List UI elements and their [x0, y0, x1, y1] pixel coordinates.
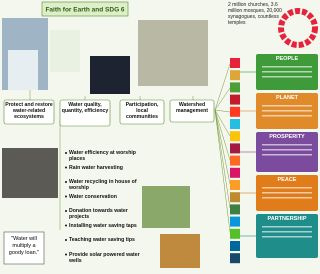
pillar-text-line — [262, 187, 312, 189]
text-wrap: Watershed management — [171, 102, 213, 122]
text: Installing water saving taps — [69, 223, 141, 229]
text-wrap: Provide solar powered water wells — [69, 252, 141, 266]
text-wrap: Donation towards water projects — [69, 208, 141, 222]
sdg-icon — [230, 107, 240, 117]
pillar-text-line — [262, 192, 312, 194]
text-wrap: PEOPLE — [256, 56, 318, 64]
pillar-text-line — [262, 115, 312, 117]
pillar-text-line — [262, 76, 312, 78]
mosque-image — [90, 56, 130, 94]
text: Provide solar powered water wells — [69, 252, 141, 264]
pillar-text-line — [262, 197, 312, 199]
bullet — [65, 210, 67, 212]
text: PEOPLE — [256, 56, 318, 62]
bullet — [65, 152, 67, 154]
bullet — [65, 196, 67, 198]
text-wrap: Water conservation — [69, 194, 141, 208]
text: PROSPERITY — [256, 134, 318, 140]
text: Water quality, quantity, efficiency — [61, 102, 109, 114]
text-wrap: Water efficiency at worship places — [69, 150, 141, 164]
pillar-text-line — [262, 231, 312, 233]
bullet — [65, 225, 67, 227]
text: Protect and restore water-related ecosys… — [5, 102, 53, 120]
sdg-icon — [230, 131, 240, 141]
text-wrap: Water recycling in house of worship — [69, 179, 141, 193]
text: Water conservation — [69, 194, 141, 200]
sdg-icon — [230, 119, 240, 129]
recycle-image — [50, 30, 80, 72]
pillar-text-line — [262, 66, 312, 68]
sdg-icon — [230, 70, 240, 80]
sdg-icon — [230, 82, 240, 92]
text: PARTNERSHIP — [256, 216, 318, 222]
quote: "Water will multiply a goody loan." — [5, 236, 43, 257]
house-image — [160, 234, 200, 268]
sdg-icon — [230, 204, 240, 214]
text-wrap: Teaching water saving tips — [69, 237, 141, 251]
text-wrap: PROSPERITY — [256, 134, 318, 142]
text-wrap: PARTNERSHIP — [256, 216, 318, 224]
text: Water recycling in house of worship — [69, 179, 141, 191]
leaders-image — [2, 148, 58, 198]
stats: 2 million churches, 3.6 million mosques,… — [228, 2, 284, 26]
text: Water efficiency at worship places — [69, 150, 141, 162]
text-wrap: PEACE — [256, 177, 318, 185]
sdg-icon — [230, 95, 240, 105]
text: Donation towards water projects — [69, 208, 141, 220]
stats-box: 2 million churches, 3.6 million mosques,… — [228, 2, 284, 36]
trees-image — [142, 186, 190, 228]
sdg-icon — [230, 192, 240, 202]
text: PLANET — [256, 95, 318, 101]
text: Participation, local communities — [121, 102, 163, 120]
sdg-icon — [230, 241, 240, 251]
sdg-icon — [230, 253, 240, 263]
text: Teaching water saving tips — [69, 237, 141, 243]
pillar-text-line — [262, 154, 312, 156]
pillar-text-line — [262, 144, 312, 146]
sdg-icon — [230, 58, 240, 68]
washing-image — [138, 20, 208, 86]
sdg-icon — [230, 168, 240, 178]
sdg-icon — [230, 180, 240, 190]
title: Faith for Earth and SDG 6 — [45, 7, 124, 14]
sdg-icon — [230, 229, 240, 239]
bullet — [65, 167, 67, 169]
bullet — [65, 181, 67, 183]
text-wrap: Water quality, quantity, efficiency — [61, 102, 109, 126]
text: Rain water harvesting — [69, 165, 141, 171]
text-wrap: Rain water harvesting — [69, 165, 141, 179]
pillar-text-line — [262, 226, 312, 228]
text: PEACE — [256, 177, 318, 183]
pillar-text-line — [262, 149, 312, 151]
sdg-icon — [230, 217, 240, 227]
text: Watershed management — [171, 102, 213, 114]
text-wrap: Participation, local communities — [121, 102, 163, 124]
bullet — [65, 254, 67, 256]
pillar-text-line — [262, 71, 312, 73]
quote-wrap: "Water will multiply a goody loan." — [5, 236, 43, 264]
text-wrap: Installing water saving taps — [69, 223, 141, 237]
pillar-text-line — [262, 105, 312, 107]
pillar-text-line — [262, 110, 312, 112]
sdg-icon — [230, 156, 240, 166]
sdg-icon — [230, 143, 240, 153]
water-jar — [8, 50, 38, 90]
text-wrap: Protect and restore water-related ecosys… — [5, 102, 53, 124]
bullet — [65, 239, 67, 241]
pillar-text-line — [262, 236, 312, 238]
text-wrap: PLANET — [256, 95, 318, 103]
infographic: Faith for Earth and SDG 6 2 million chur… — [0, 0, 320, 274]
